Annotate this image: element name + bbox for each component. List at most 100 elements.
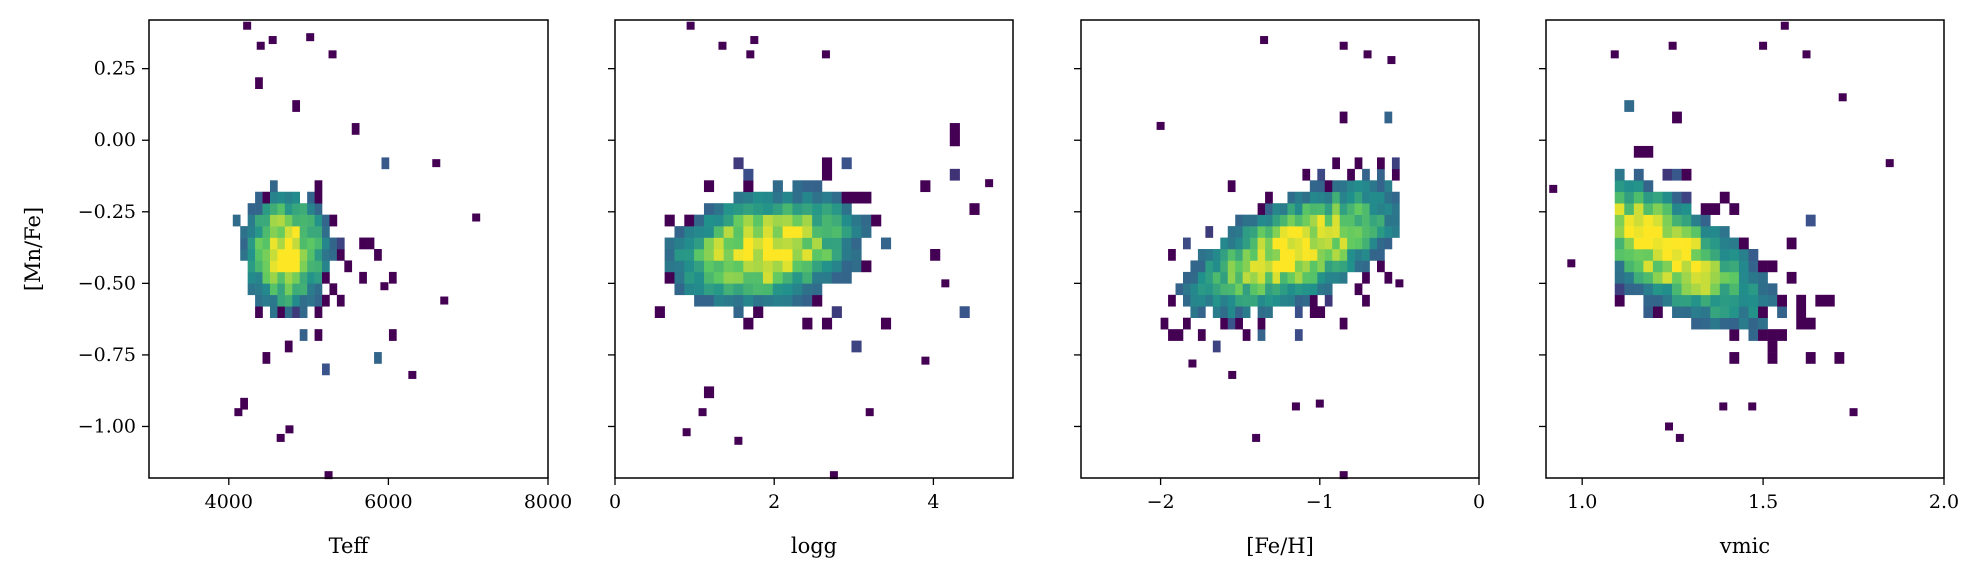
heatmap-cell (851, 191, 862, 204)
heatmap-cell (1347, 237, 1355, 250)
heatmap-cell (255, 214, 263, 227)
heatmap-cell (713, 283, 724, 296)
heatmap-cell (792, 226, 803, 238)
heatmap-cell (733, 214, 744, 227)
heatmap-cell (733, 283, 744, 296)
heatmap-cell (1339, 180, 1348, 193)
heatmap-cell (841, 226, 852, 238)
heatmap-cell (284, 249, 293, 261)
heatmap-cell (1377, 249, 1385, 261)
heatmap-cell (314, 249, 323, 261)
heatmap-cell (292, 237, 301, 250)
heatmap-cell (782, 249, 793, 261)
heatmap-cell (247, 249, 256, 261)
heatmap-cell (329, 214, 338, 227)
y-tick-label: −1.00 (78, 415, 136, 437)
heatmap-cell (1339, 317, 1348, 330)
heatmap-cell (262, 271, 271, 284)
heatmap-cell (292, 214, 301, 227)
heatmap-cell (247, 226, 256, 238)
heatmap-cell (292, 271, 301, 284)
heatmap-cell (762, 260, 774, 273)
heatmap-outlier (1156, 121, 1165, 130)
heatmap-cell (1719, 306, 1730, 318)
heatmap-cell (1235, 237, 1243, 250)
heatmap-outlier (1339, 41, 1348, 50)
heatmap-cell (880, 237, 892, 250)
heatmap-cell (1347, 249, 1355, 261)
heatmap-cell (1691, 249, 1702, 261)
heatmap-cell (1309, 203, 1318, 215)
heatmap-cell (307, 237, 315, 250)
x-axis-label: Teff (329, 534, 371, 558)
heatmap-cell (1235, 226, 1243, 238)
heatmap-cell (1332, 260, 1340, 273)
heatmap-cell (851, 226, 862, 238)
heatmap-cell (1738, 294, 1749, 307)
heatmap-cell (831, 249, 842, 261)
heatmap-cell (1197, 271, 1206, 284)
heatmap-cell (299, 283, 308, 296)
heatmap-cell (1710, 271, 1721, 284)
heatmap-cell (1643, 283, 1654, 296)
heatmap-cell (664, 214, 675, 227)
heatmap-cell (1700, 203, 1711, 215)
heatmap-cell (1302, 214, 1311, 227)
panel-4: 1.0 1.5 2.0 vmic (1539, 19, 1959, 558)
heatmap-cell (1777, 294, 1787, 307)
heatmap-cell (1643, 180, 1654, 193)
heatmap-cell (1738, 249, 1749, 261)
heatmap-cell (1265, 260, 1273, 273)
heatmap-cell (1700, 283, 1711, 296)
heatmap-cell (1777, 329, 1787, 341)
heatmap-cell (1738, 260, 1749, 273)
heatmap-outlier (1849, 408, 1858, 417)
heatmap-cell (969, 203, 980, 215)
heatmap-cell (1729, 306, 1740, 318)
heatmap-cell (1332, 226, 1340, 238)
heatmap-outlier (472, 213, 481, 222)
heatmap-cell (841, 157, 852, 170)
axes-frame (1545, 19, 1945, 479)
heatmap-cell (1624, 249, 1635, 261)
x-tick-label: 0 (609, 491, 621, 513)
heatmap-cell (753, 249, 764, 261)
heatmap-cell (1227, 317, 1236, 330)
heatmap-cell (1168, 249, 1176, 261)
heatmap-cell (277, 191, 286, 204)
heatmap-outlier (234, 408, 243, 417)
heatmap-cell (743, 271, 754, 284)
heatmap-cell (1362, 271, 1370, 284)
heatmap-cell (351, 123, 360, 135)
heatmap-cell (802, 294, 813, 307)
heatmap-cell (269, 203, 278, 215)
heatmap-cell (1729, 283, 1740, 296)
heatmap-cell (269, 237, 278, 250)
heatmap-cell (782, 283, 793, 296)
heatmap-cell (1324, 203, 1333, 215)
heatmap-cell (792, 180, 803, 193)
heatmap-cell (1700, 317, 1711, 330)
heatmap-cell (1294, 294, 1303, 307)
heatmap-cell (1672, 168, 1682, 181)
heatmap-cell (336, 249, 345, 261)
heatmap-cell (1652, 294, 1663, 307)
y-tick-label: −0.75 (78, 344, 136, 366)
heatmap-cell (1633, 271, 1644, 284)
heatmap-cell (792, 249, 803, 261)
heatmap-cell (743, 237, 754, 250)
axes-frame (1080, 19, 1480, 479)
heatmap-cell (1700, 260, 1711, 273)
heatmap-cell (753, 306, 764, 318)
heatmap-cell (1767, 329, 1778, 341)
heatmap-cell (1662, 249, 1673, 261)
x-axis-label: vmic (1719, 534, 1770, 558)
heatmap-cell (1347, 168, 1355, 181)
heatmap-cell (1317, 283, 1326, 296)
heatmap-cell (684, 260, 695, 273)
heatmap-cell (1652, 237, 1663, 250)
heatmap-cell (851, 214, 862, 227)
heatmap-cell (782, 294, 793, 307)
heatmap-cell (743, 283, 754, 296)
heatmap-cell (329, 237, 338, 250)
